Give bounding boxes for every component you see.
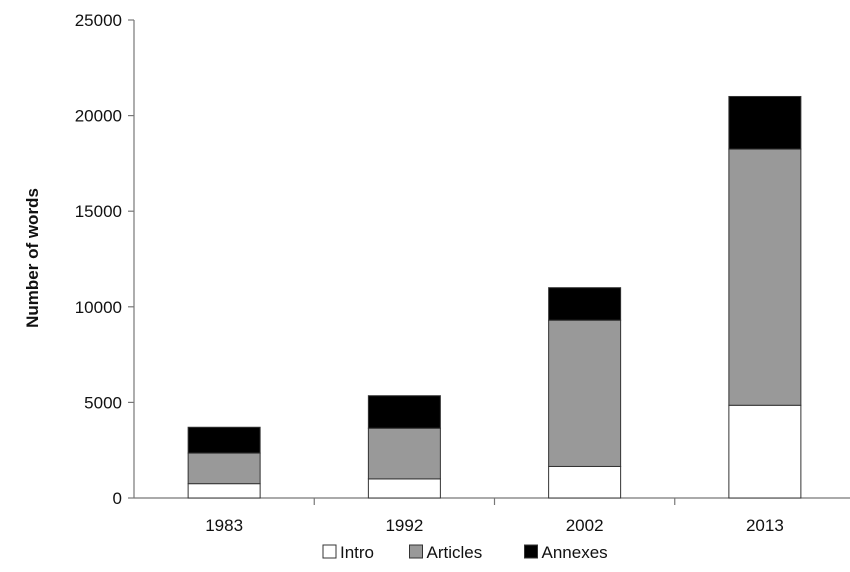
x-tick-label: 2013 [746, 516, 784, 535]
bar-segment-articles-2013 [728, 148, 802, 406]
x-axis: 1983 1992 2002 2013 [134, 497, 850, 535]
legend-swatch [322, 544, 337, 559]
bar-segment-intro-2002 [548, 465, 622, 499]
bar-segment-annexes-1983 [187, 426, 261, 454]
bar-segment-articles-2002 [548, 319, 622, 467]
bar-segment-intro-1992 [367, 478, 441, 499]
bar-segment-annexes-1992 [367, 395, 441, 429]
bars [187, 95, 802, 499]
legend-item-articles: Articles [409, 543, 483, 562]
y-tick-label: 0 [113, 489, 122, 508]
x-tick-label: 1992 [385, 516, 423, 535]
legend-label: Intro [340, 543, 374, 562]
x-tick-label: 2002 [566, 516, 604, 535]
legend-swatch [524, 544, 538, 559]
y-tick-label: 15000 [75, 202, 122, 221]
legend-label: Articles [427, 543, 483, 562]
y-tick-label: 10000 [75, 298, 122, 317]
y-axis-title: Number of words [23, 188, 42, 328]
legend-swatch [409, 544, 423, 559]
bar-segment-annexes-2002 [548, 287, 622, 321]
bar-segment-intro-2013 [728, 404, 802, 499]
x-tick-label: 1983 [205, 516, 243, 535]
legend-item-intro: Intro [322, 543, 374, 562]
legend-item-annexes: Annexes [524, 543, 608, 562]
legend-label: Annexes [542, 543, 608, 562]
bar-segment-articles-1992 [367, 427, 441, 480]
bar-segment-annexes-2013 [728, 95, 802, 150]
y-tick-label: 20000 [75, 107, 122, 126]
legend: Intro Articles Annexes [322, 543, 608, 562]
y-tick-label: 25000 [75, 11, 122, 30]
y-axis: 0 5000 10000 15000 20000 25000 [75, 11, 135, 508]
bar-segment-articles-1983 [187, 452, 261, 485]
bar-segment-intro-1983 [187, 483, 261, 499]
y-tick-label: 5000 [84, 393, 122, 412]
